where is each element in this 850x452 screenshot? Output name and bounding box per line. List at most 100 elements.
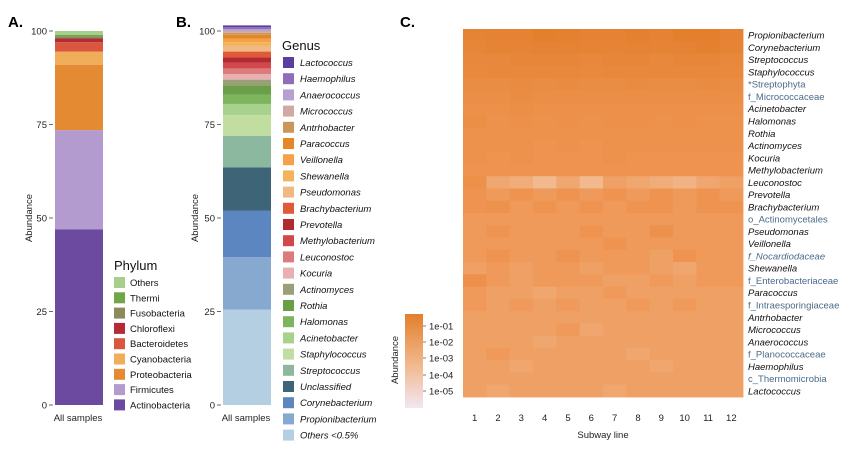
heatmap-cell	[673, 249, 697, 263]
heatmap-cell	[719, 163, 744, 177]
heatmap-cell	[719, 41, 744, 54]
phylum-legend-title: Phylum	[114, 258, 157, 273]
heatmap-cell	[626, 53, 651, 67]
heatmap-row-label: Veillonella	[748, 239, 791, 250]
heatmap-cell	[463, 200, 487, 214]
heatmap-cell	[673, 384, 697, 398]
heatmap-column-label: 3	[519, 413, 524, 424]
heatmap-cell	[579, 213, 604, 226]
heatmap-cell	[696, 237, 721, 251]
heatmap-row-label: Methylobacterium	[748, 166, 823, 177]
panel-b-stacked-bar	[223, 25, 271, 405]
heatmap-cell	[463, 188, 487, 202]
bar-segment	[223, 29, 271, 31]
bar-segment	[223, 38, 271, 43]
panel-b: B. Abundance 0 25 50 75 100 All samples Genu…	[176, 14, 377, 442]
heatmap-cell	[626, 176, 651, 189]
legend-label: Leuconostoc	[300, 252, 354, 263]
heatmap-cell	[649, 102, 674, 116]
heatmap-cell	[579, 53, 604, 67]
legend-label: Streptococcus	[300, 366, 360, 377]
legend-label: Rothia	[300, 301, 327, 312]
heatmap-cell	[603, 384, 627, 398]
heatmap-cell	[603, 347, 627, 361]
heatmap-cell	[509, 102, 534, 116]
heatmap-cell	[673, 163, 697, 177]
legend-swatch	[283, 73, 294, 85]
heatmap-cell	[533, 41, 557, 54]
legend-label: Micrococcus	[300, 107, 353, 118]
heatmap-cell	[696, 114, 721, 128]
heatmap-cell	[509, 262, 534, 275]
y-tick-label: 50	[36, 214, 47, 225]
legend-label: Chloroflexi	[130, 324, 175, 335]
legend-label: Pseudomonas	[300, 188, 361, 199]
bar-segment	[223, 25, 271, 28]
bar-segment	[223, 167, 271, 211]
heatmap-cell	[673, 286, 697, 300]
heatmap-cell	[533, 311, 557, 324]
heatmap-cell	[579, 298, 604, 312]
heatmap-row-label: Acinetobacter	[747, 104, 807, 115]
heatmap-cell	[486, 249, 511, 263]
heatmap-column-label: 10	[679, 413, 690, 424]
heatmap-row-label: Propionibacterium	[748, 31, 825, 42]
heatmap-cell	[696, 347, 721, 361]
y-tick-label: 100	[199, 27, 215, 38]
heatmap-cell	[696, 311, 721, 324]
legend-label: Antrhobacter	[299, 123, 355, 134]
heatmap-cell	[673, 90, 697, 103]
legend-swatch	[283, 121, 294, 133]
heatmap-cell	[463, 163, 487, 177]
heatmap-cell	[626, 237, 651, 251]
heatmap-cell	[603, 65, 627, 79]
heatmap-cell	[556, 200, 581, 214]
heatmap-cell	[533, 163, 557, 177]
legend-swatch	[283, 267, 294, 279]
heatmap-cell	[696, 188, 721, 202]
heatmap-cell	[556, 65, 581, 79]
legend-swatch	[283, 105, 294, 117]
heatmap-cell	[649, 41, 674, 54]
heatmap-cell	[533, 151, 557, 165]
heatmap-cell	[719, 176, 744, 189]
heatmap-cell	[603, 127, 627, 140]
heatmap-cell	[719, 298, 744, 312]
heatmap-cell	[509, 139, 534, 153]
heatmap-cell	[509, 335, 534, 349]
heatmap-cell	[533, 78, 557, 91]
heatmap-cell	[673, 65, 697, 79]
bar-segment	[223, 85, 271, 95]
heatmap-cell	[719, 274, 744, 287]
heatmap-cell	[556, 176, 581, 189]
heatmap-cell	[533, 274, 557, 287]
heatmap-cell	[603, 335, 627, 349]
legend-swatch	[114, 353, 125, 365]
heatmap-cell	[463, 114, 487, 128]
heatmap-column-labels: 1 2 3 4 5 6 7 8 9 10 11 12	[472, 413, 737, 424]
legend-label: Halomonas	[300, 317, 348, 328]
y-tick-label: 25	[204, 307, 215, 318]
heatmap-cell	[579, 372, 604, 386]
legend-swatch	[283, 364, 294, 376]
color-scale-ticks: 1e-01 1e-02 1e-03 1e-04 1e-05	[423, 322, 453, 398]
heatmap-row-label: Staphylococcus	[748, 67, 815, 78]
heatmap-cell	[696, 249, 721, 263]
heatmap-column-label: 6	[589, 413, 594, 424]
heatmap-cell	[579, 311, 604, 324]
heatmap-cell	[649, 347, 674, 361]
heatmap-row-labels: PropionibacteriumCorynebacteriumStreptoc…	[747, 31, 839, 398]
heatmap-cell	[579, 65, 604, 79]
heatmap-cell	[579, 188, 604, 202]
heatmap-cell	[579, 114, 604, 128]
heatmap-cell	[603, 213, 627, 226]
heatmap-cell	[649, 323, 674, 337]
heatmap-row-label: *Streptophyta	[748, 80, 806, 91]
heatmap-cell	[509, 41, 534, 54]
bar-segment	[223, 309, 271, 405]
heatmap-cell	[533, 225, 557, 238]
heatmap-cell	[626, 286, 651, 300]
panel-b-label: B.	[176, 14, 191, 31]
heatmap-cell	[509, 200, 534, 214]
heatmap-cell	[626, 200, 651, 214]
